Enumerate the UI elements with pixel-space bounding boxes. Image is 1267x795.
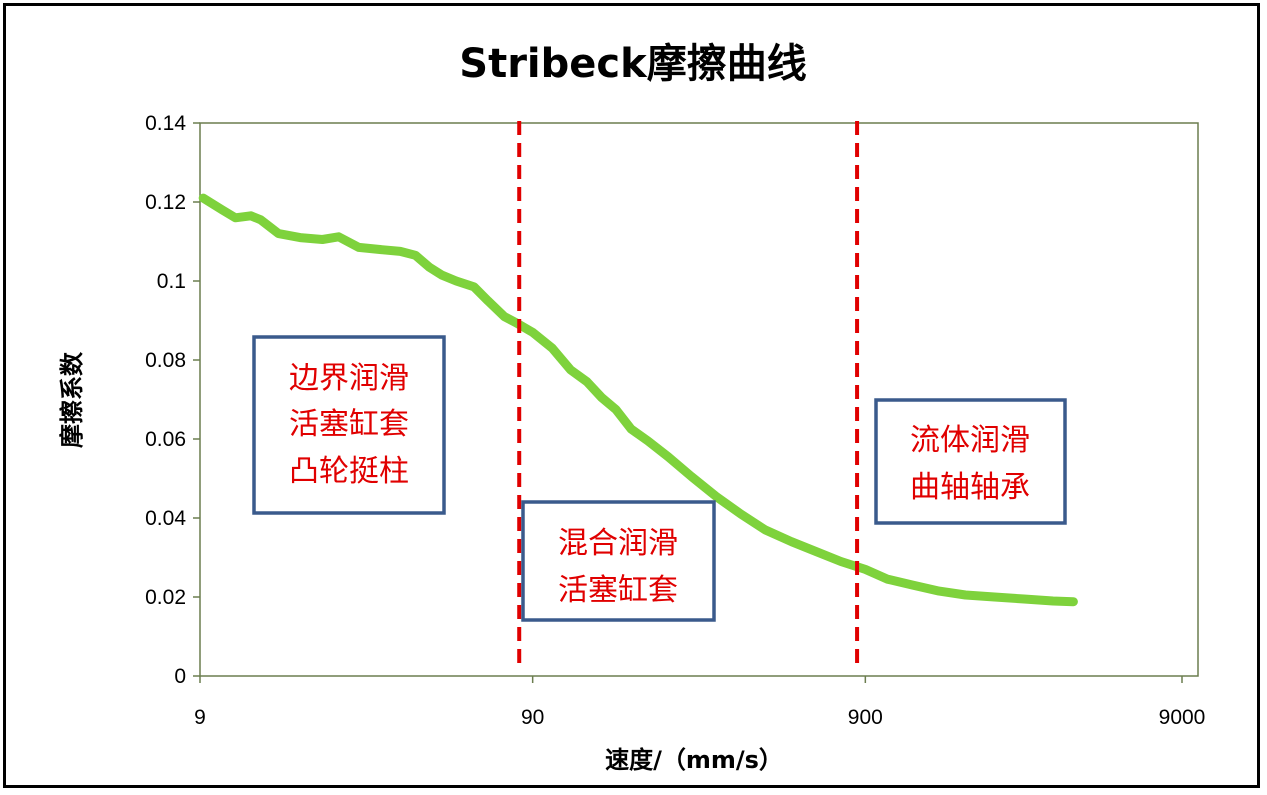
y-tick-label: 0.1 [157,270,186,293]
region-label: 凸轮挺柱 [289,454,409,489]
friction-curve [198,193,1078,607]
y-tick-label: 0.08 [145,349,186,372]
y-tick-label: 0.02 [145,586,186,609]
y-tick-label: 0.04 [145,507,186,530]
chart-title: Stribeck摩擦曲线 [459,41,806,87]
region-label: 混合润滑 [558,526,678,561]
region-box-boundary: 边界润滑 活塞缸套 凸轮挺柱 [252,335,446,515]
chart-frame [3,3,1260,788]
region-box-border [521,500,716,622]
plot-area [199,122,1199,677]
region-label: 流体润滑 [910,423,1030,458]
y-axis-title: 摩擦系数 [58,351,86,448]
x-tick-label: 9 [194,706,206,729]
y-tick-label: 0.12 [145,191,186,214]
y-tick-label: 0.14 [145,112,186,135]
y-tick-label: 0 [174,665,186,688]
region-box-border [252,335,446,515]
region-label: 边界润滑 [289,361,409,396]
x-axis-title: 速度/（mm/s） [605,746,783,774]
x-axis: 9 90 900 9000 [194,676,1205,729]
region-label: 活塞缸套 [558,573,678,608]
region-label: 曲轴轴承 [910,470,1030,505]
region-box-hydrodynamic: 流体润滑 曲轴轴承 [874,398,1067,525]
region-box-border [874,398,1067,525]
x-tick-label: 9000 [1159,706,1206,729]
region-label: 活塞缸套 [289,407,409,442]
region-box-mixed: 混合润滑 活塞缸套 [521,500,716,622]
y-tick-label: 0.06 [145,428,186,451]
regime-boundary-lines [517,121,860,670]
x-tick-label: 90 [521,706,544,729]
x-tick-label: 900 [848,706,883,729]
y-axis: 0 0.02 0.04 0.06 0.08 0.1 0.12 0.14 [145,112,200,688]
